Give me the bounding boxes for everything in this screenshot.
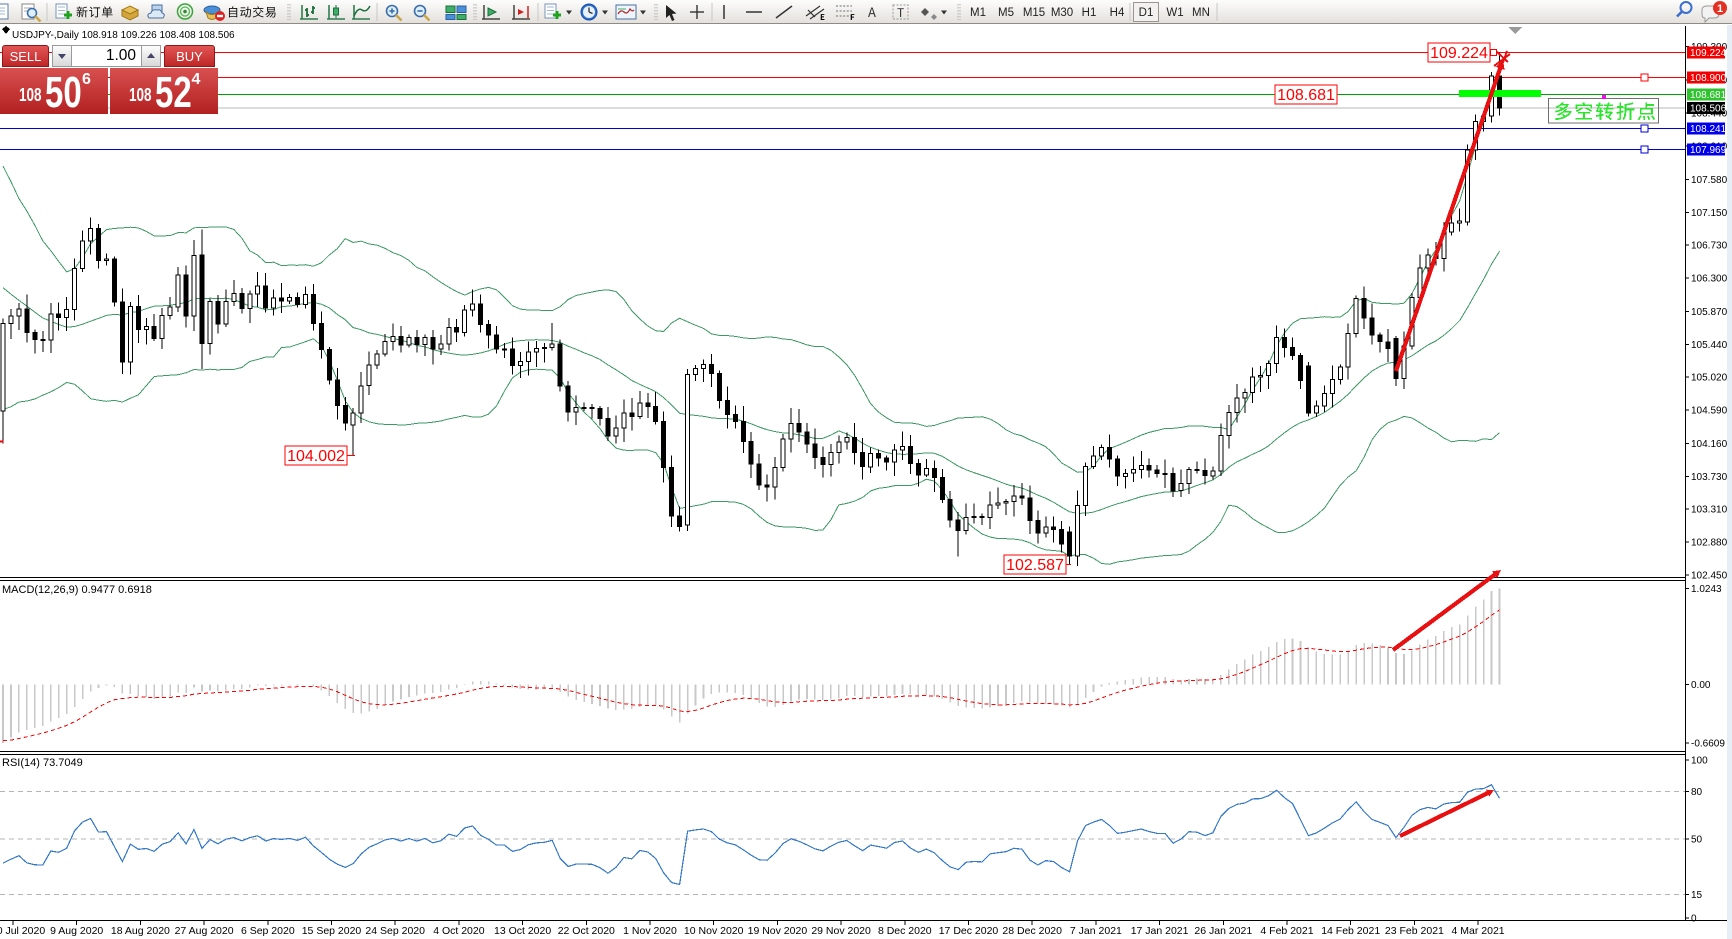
svg-text:USDJPY-,Daily 108.918 109.226: USDJPY-,Daily 108.918 109.226 108.408 10…: [12, 30, 235, 41]
svg-text:104.002: 104.002: [287, 448, 345, 465]
svg-text:15: 15: [1691, 890, 1703, 901]
svg-text:108.681: 108.681: [1277, 87, 1335, 104]
svg-text:100: 100: [1691, 756, 1708, 767]
svg-text:109.224: 109.224: [1690, 48, 1727, 59]
svg-text:1 Nov 2020: 1 Nov 2020: [623, 925, 677, 937]
svg-text:108.900: 108.900: [1690, 73, 1727, 84]
svg-text:MN: MN: [1192, 7, 1210, 19]
svg-text:10 Nov 2020: 10 Nov 2020: [684, 925, 744, 937]
svg-text:M5: M5: [998, 7, 1014, 19]
svg-text:4 Feb 2021: 4 Feb 2021: [1260, 925, 1313, 937]
svg-text:105.440: 105.440: [1691, 340, 1728, 351]
svg-text:106.730: 106.730: [1691, 241, 1728, 252]
svg-text:13 Oct 2020: 13 Oct 2020: [494, 925, 551, 937]
svg-text:26 Jan 2021: 26 Jan 2021: [1194, 925, 1252, 937]
svg-text:107.969: 107.969: [1690, 145, 1727, 156]
svg-text:6 Sep 2020: 6 Sep 2020: [241, 925, 295, 937]
svg-text:108.241: 108.241: [1690, 124, 1727, 135]
svg-text:H1: H1: [1082, 7, 1097, 19]
svg-text:27 Aug 2020: 27 Aug 2020: [175, 925, 234, 937]
svg-text:15 Sep 2020: 15 Sep 2020: [302, 925, 362, 937]
svg-text:8 Dec 2020: 8 Dec 2020: [878, 925, 932, 937]
svg-text:14 Feb 2021: 14 Feb 2021: [1321, 925, 1380, 937]
svg-text:4 Mar 2021: 4 Mar 2021: [1452, 925, 1505, 937]
svg-text:102.587: 102.587: [1006, 557, 1064, 574]
svg-text:M1: M1: [970, 7, 986, 19]
svg-text:30 Jul 2020: 30 Jul 2020: [0, 925, 45, 937]
svg-text:107.580: 107.580: [1691, 175, 1728, 186]
svg-text:108.506: 108.506: [1690, 104, 1727, 115]
svg-text:D1: D1: [1139, 7, 1154, 19]
svg-text:28 Dec 2020: 28 Dec 2020: [1002, 925, 1062, 937]
svg-text:103.310: 103.310: [1691, 504, 1728, 515]
svg-text:102.450: 102.450: [1691, 571, 1728, 582]
svg-text:-0.6609: -0.6609: [1691, 739, 1725, 750]
svg-text:23 Feb 2021: 23 Feb 2021: [1385, 925, 1444, 937]
svg-text:1.0243: 1.0243: [1691, 584, 1722, 595]
svg-text:4 Oct 2020: 4 Oct 2020: [433, 925, 485, 937]
svg-text:7 Jan 2021: 7 Jan 2021: [1070, 925, 1122, 937]
svg-text:0: 0: [1691, 914, 1697, 925]
svg-text:80: 80: [1691, 787, 1703, 798]
svg-text:M30: M30: [1051, 7, 1073, 19]
svg-text:105.870: 105.870: [1691, 307, 1728, 318]
svg-text:RSI(14) 73.7049: RSI(14) 73.7049: [2, 757, 83, 769]
svg-text:9 Aug 2020: 9 Aug 2020: [50, 925, 103, 937]
svg-text:W1: W1: [1166, 7, 1183, 19]
svg-text:104.160: 104.160: [1691, 439, 1728, 450]
svg-text:MACD(12,26,9) 0.9477 0.6918: MACD(12,26,9) 0.9477 0.6918: [2, 584, 152, 596]
svg-text:H4: H4: [1110, 7, 1125, 19]
svg-text:105.020: 105.020: [1691, 372, 1728, 383]
svg-text:22 Oct 2020: 22 Oct 2020: [558, 925, 615, 937]
svg-text:17 Dec 2020: 17 Dec 2020: [939, 925, 999, 937]
svg-text:109.224: 109.224: [1430, 45, 1488, 62]
svg-text:1: 1: [1717, 3, 1723, 15]
svg-text:104.590: 104.590: [1691, 406, 1728, 417]
svg-text:103.730: 103.730: [1691, 472, 1728, 483]
svg-text:17 Jan 2021: 17 Jan 2021: [1131, 925, 1189, 937]
svg-text:108.440: 108.440: [1691, 109, 1728, 120]
svg-text:18 Aug 2020: 18 Aug 2020: [111, 925, 170, 937]
svg-text:M15: M15: [1023, 7, 1045, 19]
svg-text:107.150: 107.150: [1691, 208, 1728, 219]
svg-text:0.00: 0.00: [1691, 680, 1711, 691]
svg-text:108.681: 108.681: [1690, 90, 1727, 101]
svg-text:50: 50: [1691, 835, 1703, 846]
svg-text:102.880: 102.880: [1691, 538, 1728, 549]
svg-text:106.300: 106.300: [1691, 274, 1728, 285]
svg-text:19 Nov 2020: 19 Nov 2020: [748, 925, 808, 937]
svg-text:24 Sep 2020: 24 Sep 2020: [365, 925, 425, 937]
svg-text:29 Nov 2020: 29 Nov 2020: [811, 925, 871, 937]
